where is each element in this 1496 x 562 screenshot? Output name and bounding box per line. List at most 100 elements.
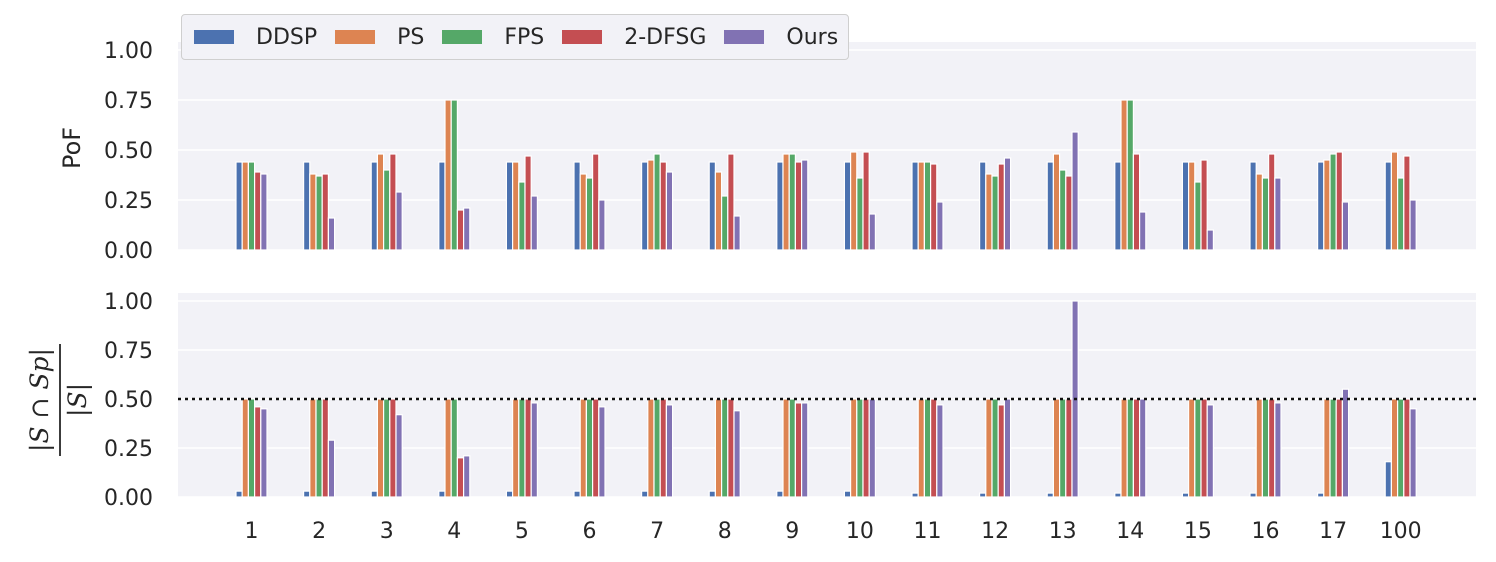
bar-2dfsg-17 <box>1335 398 1343 498</box>
legend-label-2dfsg: 2-DFSG <box>624 24 707 50</box>
bar-fps-9 <box>788 398 797 498</box>
bar-ddsp-2 <box>303 490 311 498</box>
bar-ddsp-3 <box>370 490 379 498</box>
bar-fps-15 <box>1194 398 1202 498</box>
bar-ps-17 <box>1323 159 1331 251</box>
bar-2dfsg-15 <box>1200 398 1208 498</box>
x-tick-label: 5 <box>515 519 529 544</box>
bar-ddsp-6 <box>573 490 581 498</box>
bar-2dfsg-10 <box>862 398 870 498</box>
bar-fps-6 <box>585 398 594 498</box>
bar-fps-5 <box>518 181 526 251</box>
bar-ps-100 <box>1390 151 1399 251</box>
legend-label-fps: FPS <box>504 24 545 50</box>
bar-ours-13 <box>1071 131 1079 251</box>
bar-ours-5 <box>530 402 539 498</box>
bar-ps-9 <box>782 153 790 251</box>
legend-item-ddsp: DDSP <box>194 25 317 50</box>
y-tick-label: 0.00 <box>104 239 153 264</box>
bar-2dfsg-4 <box>456 209 465 251</box>
bar-2dfsg-4 <box>456 457 465 498</box>
bar-ps-15 <box>1187 161 1196 251</box>
bar-ps-9 <box>782 398 790 498</box>
bar-fps-14 <box>1126 99 1134 251</box>
bar-ours-17 <box>1341 388 1350 498</box>
bar-ours-5 <box>530 195 539 251</box>
x-tick-label: 16 <box>1252 519 1280 544</box>
bar-2dfsg-2 <box>321 398 330 498</box>
bar-2dfsg-1 <box>254 406 262 498</box>
x-tick-label: 10 <box>846 519 874 544</box>
bar-2dfsg-12 <box>997 163 1006 251</box>
bar-2dfsg-13 <box>1065 175 1073 251</box>
bar-ours-3 <box>395 191 403 251</box>
bar-ours-6 <box>598 199 606 251</box>
bar-ours-16 <box>1274 177 1282 251</box>
bar-ps-1 <box>241 398 249 498</box>
bar-fps-100 <box>1396 177 1405 251</box>
bar-ddsp-4 <box>438 161 446 251</box>
bar-fps-12 <box>991 398 999 498</box>
bar-ddsp-100 <box>1384 161 1392 251</box>
bar-fps-1 <box>247 161 256 251</box>
bar-ps-7 <box>647 398 655 498</box>
bar-fps-100 <box>1396 398 1405 498</box>
bar-ours-1 <box>260 408 268 498</box>
bar-ps-8 <box>714 398 723 498</box>
bar-ours-100 <box>1409 408 1417 498</box>
bar-2dfsg-5 <box>524 398 532 498</box>
legend-swatch-ours <box>724 30 765 44</box>
x-tick-label: 6 <box>583 519 597 544</box>
bar-2dfsg-9 <box>794 161 803 251</box>
bar-ps-2 <box>309 398 317 498</box>
x-tick-label: 2 <box>312 519 326 544</box>
bar-ps-6 <box>579 398 588 498</box>
bar-ddsp-7 <box>640 161 649 251</box>
bar-ours-12 <box>1003 398 1012 498</box>
bar-ours-17 <box>1341 201 1350 251</box>
bar-2dfsg-1 <box>254 171 262 251</box>
legend-item-fps: FPS <box>442 25 544 50</box>
bar-fps-10 <box>856 398 864 498</box>
bar-ddsp-1 <box>235 490 243 498</box>
bar-ddsp-17 <box>1316 492 1325 498</box>
bar-ours-10 <box>868 213 877 251</box>
bar-ddsp-8 <box>708 490 717 498</box>
bar-2dfsg-5 <box>524 155 532 251</box>
bar-ours-6 <box>598 406 606 498</box>
bar-fps-17 <box>1329 398 1337 498</box>
x-tick-label: 17 <box>1319 519 1347 544</box>
bar-fps-2 <box>315 398 323 498</box>
bar-2dfsg-7 <box>659 398 668 498</box>
overlap-panel: 0.000.250.500.751.001 2 3 4 5 6 7 8 9 10 11 12 13 14 1… <box>25 290 1476 544</box>
bar-ours-2 <box>327 217 336 251</box>
bar-fps-11 <box>923 398 932 498</box>
y-tick-label: 0.50 <box>104 139 153 164</box>
bar-ps-2 <box>309 173 317 251</box>
bar-ddsp-15 <box>1181 492 1190 498</box>
bar-ddsp-12 <box>978 492 987 498</box>
bar-ours-2 <box>327 439 336 498</box>
bar-ps-12 <box>985 173 993 251</box>
bar-ddsp-12 <box>978 161 987 251</box>
bar-fps-3 <box>383 169 391 251</box>
bar-ps-100 <box>1390 398 1399 498</box>
bar-ours-7 <box>665 404 674 498</box>
x-tick-label: 14 <box>1116 519 1144 544</box>
bar-ps-13 <box>1052 398 1061 498</box>
y-tick-label: 0.50 <box>104 388 153 413</box>
bar-ddsp-10 <box>843 161 852 251</box>
bar-ps-16 <box>1255 398 1263 498</box>
bar-ps-12 <box>985 398 993 498</box>
y-axis-label-overlap: |S ∩ Sp| |S| <box>25 344 93 456</box>
bar-ddsp-2 <box>303 161 311 251</box>
bar-fps-8 <box>720 398 729 498</box>
bar-ours-8 <box>733 215 741 251</box>
bar-ps-14 <box>1120 99 1128 251</box>
bar-ddsp-7 <box>640 490 649 498</box>
bar-2dfsg-17 <box>1335 151 1343 251</box>
x-tick-label: 3 <box>380 519 394 544</box>
legend-item-2dfsg: 2-DFSG <box>562 25 706 50</box>
bar-ours-14 <box>1138 211 1147 251</box>
legend-label-ours: Ours <box>786 24 839 50</box>
